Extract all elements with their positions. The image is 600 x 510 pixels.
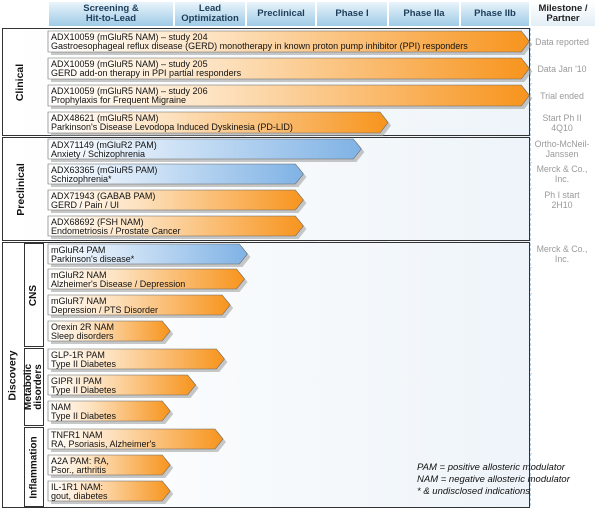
program-compound-3: ADX48621 (mGluR5 NAM) [51, 113, 159, 123]
phase-header-4: Phase IIa [389, 2, 459, 26]
subgroup-metabolic: Metabolic disorders [23, 348, 44, 426]
program-compound-15: TNFR1 NAM [51, 430, 103, 440]
legend-pam: PAM = positive allosteric modulator [417, 462, 565, 473]
program-indication-4: Anxiety / Schizophrenia [51, 149, 145, 159]
legend-undisclosed: * & undisclosed indications [417, 486, 531, 497]
program-bar-5: ADX63365 (mGluR5 PAM)Schizophrenia* [47, 163, 307, 187]
program-compound-0: ADX10059 (mGluR5 NAM) – study 204 [51, 32, 208, 42]
program-bar-shape-1 [47, 57, 530, 80]
program-bar-shape-3 [47, 111, 389, 134]
program-indication-7: Endometriosis / Prostate Cancer [51, 226, 181, 236]
program-bar-3: ADX48621 (mGluR5 NAM)Parkinson's Disease… [47, 111, 391, 136]
program-bar-7: ADX68692 (FSH NAM)Endometriosis / Prosta… [47, 215, 307, 239]
program-indication-6: GERD / Pain / UI [51, 200, 119, 210]
program-compound-2: ADX10059 (mGluR5 NAM) – study 206 [51, 86, 208, 96]
program-indication-10: Depression / PTS Disorder [51, 305, 158, 315]
legend-nam: NAM = negative allosteric modulator [417, 474, 570, 485]
program-indication-5: Schizophrenia* [51, 174, 112, 184]
program-indication-17: gout, diabetes [51, 491, 108, 501]
program-indication-16: Psor., arthritis [51, 465, 107, 475]
program-compound-5: ADX63365 (mGluR5 PAM) [51, 165, 157, 175]
program-bar-shape-13 [47, 374, 196, 396]
subgroup-inflammation: Inflammation [24, 427, 44, 507]
program-compound-6: ADX71943 (GABAB PAM) [51, 191, 155, 201]
program-bar-shape-14 [47, 400, 171, 422]
program-bar-shape-16 [47, 454, 171, 476]
program-bar-shape-4 [47, 138, 362, 160]
program-bar-16: A2A PAM: RA,Psor., arthritis [47, 454, 174, 478]
phase-header-2: Preclinical [247, 2, 315, 26]
milestone-6: Ph I start 2H10 [544, 190, 580, 210]
subgroup-cns: CNS [24, 243, 44, 347]
program-bar-shape-11 [47, 320, 171, 342]
program-indication-14: Type II Diabetes [51, 411, 117, 421]
milestone-3: Start Ph II 4Q10 [542, 112, 582, 133]
program-indication-8: Parkinson's disease* [51, 254, 135, 264]
milestone-2: Trial ended [540, 90, 584, 101]
program-compound-8: mGluR4 PAM [51, 245, 105, 255]
program-bar-shape-9 [47, 268, 245, 290]
milestone-8: Merck & Co., Inc. [536, 244, 588, 264]
program-indication-0: Gastroesophageal reflux disease (GERD) m… [51, 41, 468, 51]
program-bar-6: ADX71943 (GABAB PAM)GERD / Pain / UI [47, 189, 307, 213]
milestone-0: Data reported [535, 36, 589, 47]
program-compound-13: GIPR II PAM [51, 376, 102, 386]
program-bar-4: ADX71149 (mGluR2 PAM)Anxiety / Schizophr… [47, 138, 365, 162]
program-compound-16: A2A PAM: RA, [51, 456, 109, 466]
program-compound-4: ADX71149 (mGluR2 PAM) [51, 140, 157, 150]
program-indication-9: Alzheimer's Disease / Depression [51, 279, 185, 289]
program-compound-12: GLP-1R PAM [51, 350, 105, 360]
program-bar-2: ADX10059 (mGluR5 NAM) – study 206Prophyl… [47, 84, 533, 109]
phase-header-5: Phase IIb [461, 2, 529, 26]
program-indication-1: GERD add-on therapy in PPI partial respo… [51, 68, 242, 78]
program-indication-3: Parkinson's Disease Levodopa Induced Dys… [51, 122, 293, 132]
program-bar-shape-17 [47, 480, 171, 502]
program-compound-1: ADX10059 (mGluR5 NAM) – study 205 [51, 59, 208, 69]
phase-header-6: Milestone / Partner [531, 2, 595, 26]
program-indication-13: Type II Diabetes [51, 385, 117, 395]
program-compound-7: ADX68692 (FSH NAM) [51, 217, 144, 227]
program-compound-17: IL-1R1 NAM: [51, 482, 103, 492]
phase-header-0: Screening & Hit-to-Lead [49, 2, 173, 26]
legend: PAM = positive allosteric modulator NAM … [417, 462, 570, 498]
program-compound-10: mGluR7 NAM [51, 296, 107, 306]
program-indication-12: Type II Diabetes [51, 359, 117, 369]
program-bar-shape-2 [47, 84, 530, 107]
phase-header-1: Lead Optimization [175, 2, 245, 26]
milestone-4: Ortho-McNeil- Janssen [534, 139, 590, 159]
program-bar-shape-10 [47, 294, 231, 316]
phase-header-3: Phase I [317, 2, 387, 26]
program-bar-shape-0 [47, 30, 530, 53]
program-compound-11: Orexin 2R NAM [51, 322, 114, 332]
program-bar-shape-6 [47, 189, 304, 211]
milestone-5: Merck & Co., Inc. [536, 164, 588, 184]
program-bar-17: IL-1R1 NAM:gout, diabetes [47, 480, 174, 504]
program-bar-shape-5 [47, 163, 304, 185]
program-bar-shape-12 [47, 348, 225, 370]
program-indication-11: Sleep disorders [51, 331, 114, 341]
program-bar-shape-8 [47, 243, 248, 265]
program-bar-shape-7 [47, 215, 304, 237]
program-compound-9: mGluR2 NAM [51, 270, 107, 280]
program-bar-0: ADX10059 (mGluR5 NAM) – study 204Gastroe… [47, 30, 533, 55]
milestone-1: Data Jan '10 [537, 63, 587, 74]
program-indication-2: Prophylaxis for Frequent Migraine [51, 95, 186, 105]
program-indication-15: RA, Psoriasis, Alzheimer's [51, 439, 156, 449]
program-bar-shape-15 [47, 428, 224, 450]
program-compound-14: NAM [51, 402, 71, 412]
